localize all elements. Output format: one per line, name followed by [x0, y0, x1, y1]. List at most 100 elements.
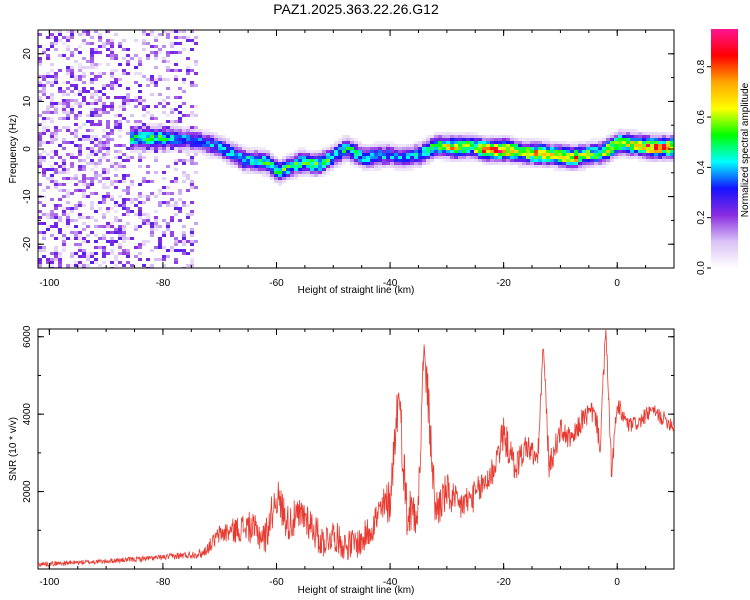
heatmap-cell [570, 150, 574, 153]
heatmap-cell [334, 153, 338, 156]
heatmap-cell [70, 156, 74, 159]
heatmap-cell [418, 156, 422, 159]
heatmap-cell [74, 102, 78, 105]
heatmap-cell [54, 168, 58, 171]
heatmap-cell [310, 153, 314, 156]
heatmap-cell [606, 162, 610, 165]
heatmap-cell [182, 240, 186, 243]
heatmap-cell [662, 150, 666, 153]
heatmap-cell [174, 141, 178, 144]
heatmap-cell [198, 141, 202, 144]
heatmap-cell [254, 150, 258, 153]
heatmap-cell [142, 222, 146, 225]
heatmap-cell [358, 141, 362, 144]
heatmap-cell [670, 150, 674, 153]
heatmap-cell [602, 138, 606, 141]
heatmap-cell [370, 144, 374, 147]
heatmap-cell [82, 42, 86, 45]
heatmap-cell [78, 66, 82, 69]
heatmap-cell [66, 66, 70, 69]
heatmap-cell [362, 147, 366, 150]
heatmap-cell [534, 144, 538, 147]
heatmap-cell [54, 225, 58, 228]
heatmap-cell [66, 195, 70, 198]
heatmap-cell [190, 231, 194, 234]
heatmap-cell [186, 114, 190, 117]
heatmap-cell [182, 174, 186, 177]
heatmap-cell [110, 45, 114, 48]
heatmap-cell [390, 144, 394, 147]
heatmap-cell [486, 159, 490, 162]
heatmap-cell [90, 60, 94, 63]
heatmap-cell [358, 159, 362, 162]
heatmap-cell [178, 105, 182, 108]
heatmap-cell [390, 165, 394, 168]
heatmap-cell [110, 249, 114, 252]
heatmap-cell [570, 147, 574, 150]
heatmap-cell [242, 144, 246, 147]
heatmap-cell [226, 144, 230, 147]
heatmap-cell [502, 159, 506, 162]
heatmap-cell [86, 129, 90, 132]
heatmap-cell [142, 240, 146, 243]
heatmap-cell [234, 165, 238, 168]
heatmap-cell [234, 162, 238, 165]
heatmap-cell [294, 168, 298, 171]
heatmap-cell [378, 141, 382, 144]
heatmap-cell [110, 87, 114, 90]
heatmap-cell [62, 54, 66, 57]
heatmap-cell [386, 165, 390, 168]
heatmap-cell [462, 138, 466, 141]
heatmap-cell [42, 111, 46, 114]
heatmap-cell [70, 162, 74, 165]
heatmap-cell [486, 153, 490, 156]
heatmap-cell [138, 207, 142, 210]
heatmap-cell [374, 144, 378, 147]
heatmap-cell [606, 156, 610, 159]
heatmap-cell [138, 144, 142, 147]
heatmap-cell [94, 78, 98, 81]
heatmap-cell [98, 207, 102, 210]
heatmap-cell [174, 69, 178, 72]
heatmap-cell [334, 150, 338, 153]
heatmap-cell [142, 126, 146, 129]
heatmap-cell [550, 144, 554, 147]
heatmap-cell [458, 132, 462, 135]
heatmap-cell [174, 240, 178, 243]
spectrogram-y-label: Frequency (Hz) [8, 115, 19, 184]
heatmap-cell [74, 48, 78, 51]
heatmap-cell [126, 198, 130, 201]
heatmap-cell [350, 141, 354, 144]
heatmap-cell [506, 144, 510, 147]
heatmap-cell [562, 150, 566, 153]
heatmap-cell [94, 165, 98, 168]
heatmap-cell [174, 150, 178, 153]
heatmap-cell [94, 141, 98, 144]
heatmap-cell [38, 231, 42, 234]
heatmap-cell [38, 159, 42, 162]
heatmap-cell [182, 90, 186, 93]
heatmap-cell [146, 240, 150, 243]
heatmap-cell [358, 150, 362, 153]
heatmap-cell [118, 246, 122, 249]
heatmap-cell [646, 141, 650, 144]
heatmap-cell [102, 255, 106, 258]
heatmap-cell [78, 102, 82, 105]
heatmap-cell [606, 147, 610, 150]
heatmap-cell [82, 33, 86, 36]
heatmap-cell [82, 177, 86, 180]
heatmap-cell [322, 165, 326, 168]
heatmap-cell [134, 213, 138, 216]
heatmap-cell [58, 69, 62, 72]
heatmap-cell [90, 102, 94, 105]
heatmap-cell [666, 150, 670, 153]
heatmap-cell [246, 153, 250, 156]
heatmap-cell [166, 132, 170, 135]
heatmap-cell [170, 135, 174, 138]
heatmap-cell [66, 69, 70, 72]
heatmap-cell [194, 129, 198, 132]
heatmap-cell [514, 162, 518, 165]
heatmap-cell [386, 147, 390, 150]
heatmap-cell [174, 108, 178, 111]
heatmap-cell [166, 96, 170, 99]
